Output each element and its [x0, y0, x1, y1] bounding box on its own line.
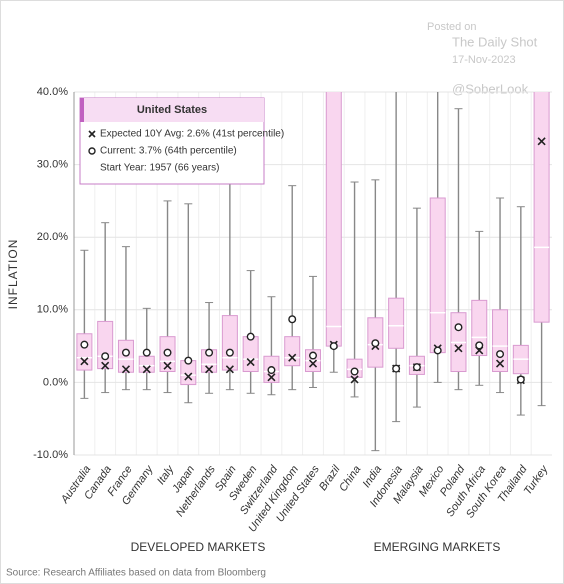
- watermark: @SoberLook: [452, 81, 529, 96]
- expected-marker: [101, 361, 110, 370]
- expected-marker: [121, 365, 131, 374]
- legend: United States Expected 10Y Avg: 2.6% (41…: [79, 97, 284, 185]
- expected-marker: [205, 365, 214, 374]
- current-marker: [121, 348, 130, 357]
- current-marker: [329, 342, 338, 351]
- expected-marker: [267, 373, 276, 382]
- y-tick-label: 20.0%: [37, 231, 68, 243]
- legend-item: Expected 10Y Avg: 2.6% (41st percentile): [100, 129, 284, 140]
- current-marker: [163, 348, 172, 357]
- current-marker: [309, 351, 318, 360]
- current-marker: [433, 346, 442, 355]
- expected-marker: [142, 365, 151, 374]
- group-label: DEVELOPED MARKETS: [131, 540, 266, 554]
- current-marker: [142, 348, 151, 357]
- expected-marker: [184, 372, 193, 381]
- box: [76, 333, 93, 371]
- box: [471, 299, 488, 357]
- box: [221, 315, 238, 371]
- expected-marker: [163, 361, 172, 370]
- expected-marker: [308, 359, 318, 368]
- current-marker: [80, 340, 89, 349]
- box: [429, 197, 446, 354]
- watermark: 17-Nov-2023: [452, 54, 516, 66]
- watermark: The Daily Shot: [452, 34, 538, 49]
- box: [533, 92, 550, 323]
- legend-header: [80, 98, 264, 122]
- expected-marker: [246, 358, 255, 367]
- box: [97, 320, 114, 370]
- legend-header-strip: [80, 98, 84, 122]
- current-marker: [496, 350, 505, 359]
- expected-marker: [537, 137, 546, 146]
- current-marker: [350, 367, 359, 376]
- current-marker: [288, 315, 297, 324]
- current-marker: [184, 356, 193, 365]
- current-marker: [205, 348, 214, 357]
- current-marker: [475, 341, 484, 350]
- boxes: [76, 92, 550, 452]
- current-marker: [371, 339, 380, 348]
- group-label: EMERGING MARKETS: [374, 540, 501, 554]
- legend-title: United States: [137, 104, 207, 116]
- expected-marker: [495, 359, 505, 368]
- y-tick-label: -10.0%: [33, 449, 68, 461]
- expected-marker: [350, 375, 359, 384]
- current-marker: [412, 363, 421, 372]
- box: [388, 297, 405, 349]
- watermark: Posted on: [427, 21, 477, 33]
- legend-marker: [88, 147, 96, 155]
- box: [284, 336, 301, 367]
- expected-marker: [80, 357, 89, 366]
- current-marker: [246, 332, 255, 341]
- y-axis-label: INFLATION: [6, 239, 20, 310]
- box: [492, 309, 509, 373]
- current-marker: [454, 323, 463, 332]
- box: [242, 336, 259, 373]
- current-marker: [267, 366, 276, 375]
- expected-marker: [454, 344, 463, 353]
- expected-marker: [288, 353, 297, 362]
- expected-marker: [225, 365, 234, 374]
- current-marker: [516, 375, 525, 384]
- y-tick-label: 40.0%: [37, 86, 68, 98]
- legend-marker: [88, 130, 96, 138]
- legend-item: Start Year: 1957 (66 years): [100, 163, 220, 174]
- current-marker: [225, 348, 234, 357]
- legend-item: Current: 3.7% (64th percentile): [100, 146, 237, 157]
- y-tick-label: 10.0%: [37, 304, 68, 316]
- y-tick-label: 0.0%: [43, 376, 68, 388]
- current-marker: [392, 364, 401, 373]
- current-marker: [101, 352, 110, 361]
- y-tick-label: 30.0%: [37, 159, 68, 171]
- source: Source: Research Affiliates based on dat…: [6, 568, 266, 579]
